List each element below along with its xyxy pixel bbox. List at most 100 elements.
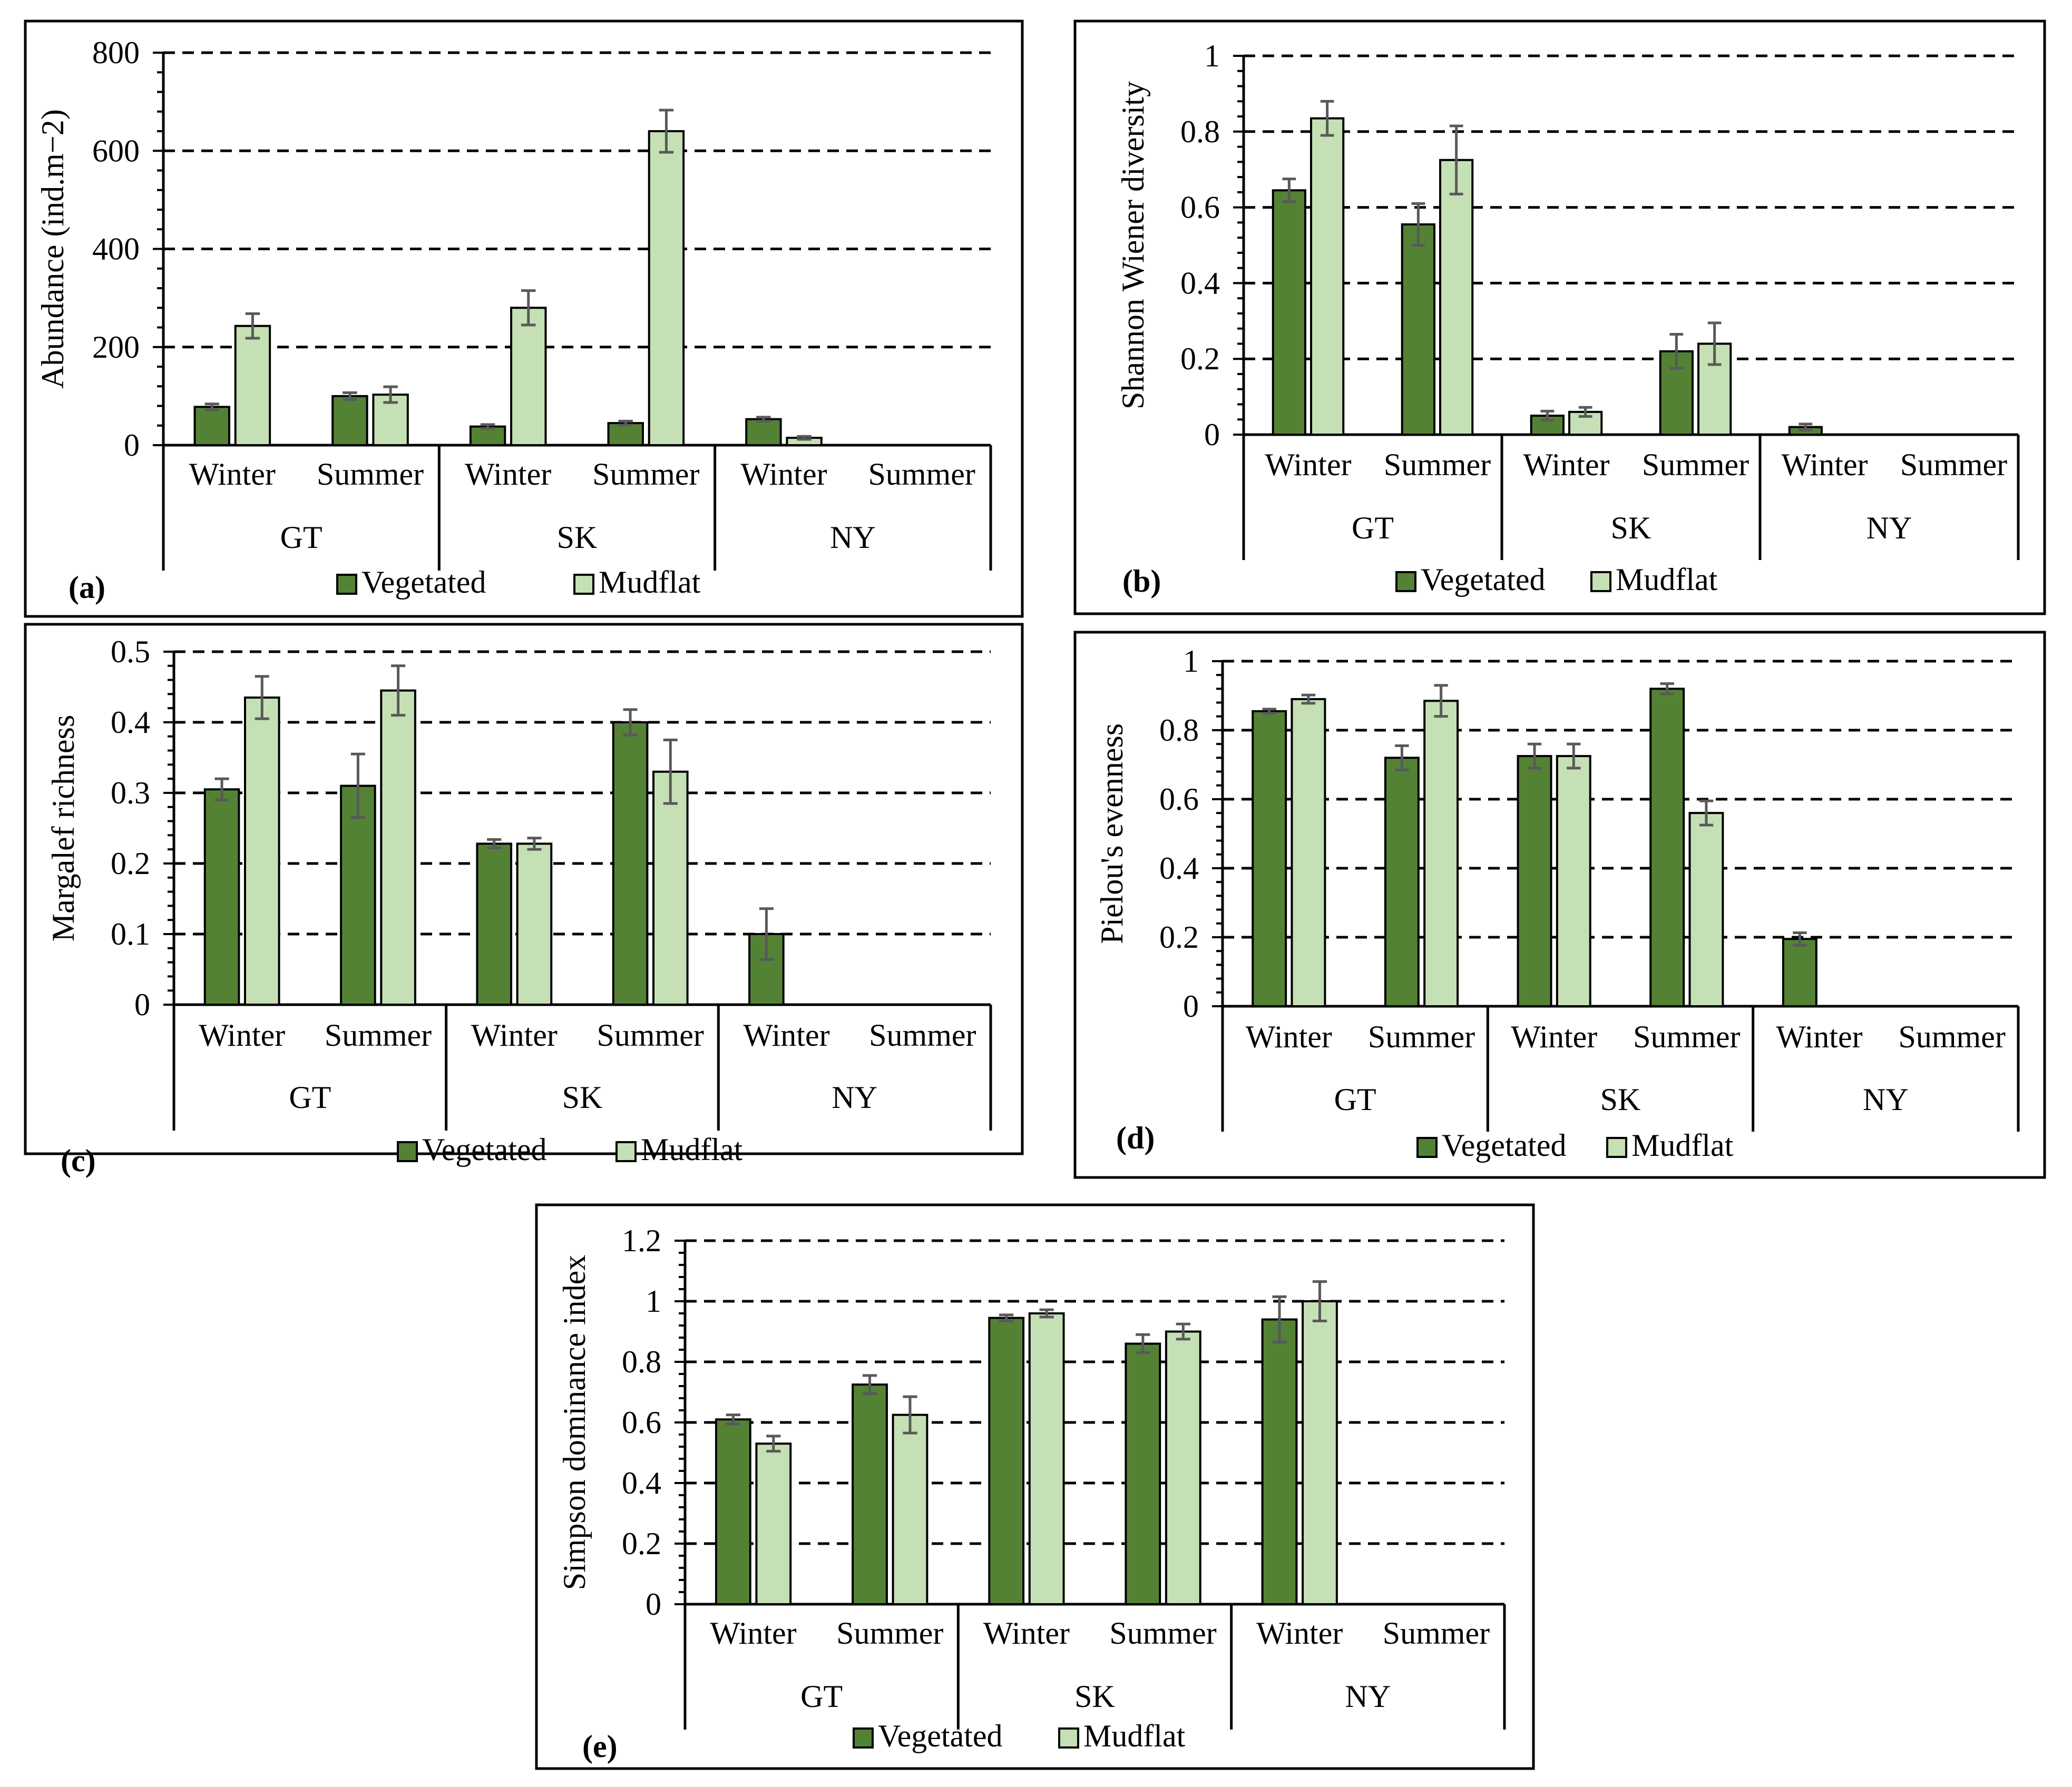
legend-swatch-mudflat: [573, 574, 594, 595]
y-axis-title: Abundance (ind.m−2): [35, 109, 70, 388]
y-tick-label: 1.2: [622, 1223, 661, 1258]
season-label: Summer: [1109, 1616, 1216, 1651]
season-label: Summer: [597, 1018, 704, 1053]
chart-panel-b: 0 0.2 0.4 0.6 0.8 1 Winter Summer Winter Summer Wi…: [1073, 19, 2046, 615]
legend-label-vegetated: Vegetated: [361, 565, 486, 600]
y-tick-label: 1: [1204, 38, 1220, 73]
panel-border: [24, 623, 1024, 1155]
y-tick-label: 0.5: [111, 634, 150, 669]
bar-vegetated-gt-summer: [1401, 223, 1435, 436]
y-tick-label: 0.4: [622, 1466, 661, 1500]
bar-mudflat-sk-winter: [516, 842, 553, 1006]
bar-vegetated-gt-winter: [193, 406, 230, 446]
season-label: Winter: [189, 457, 276, 492]
bar-mudflat-gt-winter: [243, 696, 280, 1006]
legend-swatch-mudflat: [1058, 1727, 1079, 1749]
y-tick-label: 600: [92, 133, 140, 168]
y-tick-label: 0: [124, 428, 140, 463]
season-label: Winter: [983, 1616, 1070, 1651]
y-tick-label: 0.1: [111, 917, 150, 951]
y-tick-label: 0: [646, 1587, 661, 1622]
y-tick-label: 0.6: [1180, 190, 1220, 225]
season-label: Winter: [1265, 447, 1351, 482]
bar-mudflat-gt-summer: [380, 689, 416, 1006]
legend-label-vegetated: Vegetated: [1421, 562, 1546, 597]
y-tick-label: 0: [1183, 989, 1199, 1024]
bar-mudflat-sk-winter: [510, 307, 547, 446]
legend-swatch-mudflat: [1590, 571, 1611, 592]
y-tick-label: 0.6: [1159, 782, 1199, 817]
season-label: Summer: [325, 1018, 432, 1053]
site-label: NY: [1863, 1082, 1909, 1117]
bar-vegetated-sk-winter: [988, 1317, 1025, 1605]
chart-panel-a: 0 200 400 600 800 Winter Summer Winter Summer Win…: [24, 19, 1024, 618]
season-label: Winter: [1511, 1019, 1597, 1054]
bar-vegetated-gt-summer: [331, 395, 368, 446]
season-label: Winter: [1246, 1019, 1332, 1054]
panel-border: [1073, 19, 2046, 615]
bar-mudflat-sk-summer: [652, 770, 689, 1006]
season-label: Summer: [869, 1018, 976, 1053]
panel-label: (d): [1116, 1121, 1155, 1155]
y-axis-title: Shannon Wiener diversity: [1116, 81, 1150, 409]
legend-swatch-vegetated: [336, 574, 357, 595]
y-tick-label: 0.4: [1180, 266, 1220, 300]
site-label: GT: [1352, 510, 1394, 545]
bar-vegetated-ny-winter: [748, 933, 785, 1006]
site-label: SK: [1074, 1679, 1115, 1714]
panel-label: (e): [582, 1729, 618, 1764]
y-tick-label: 0.8: [1180, 114, 1220, 149]
bar-vegetated-gt-winter: [1272, 189, 1306, 436]
bar-vegetated-ny-winter: [1261, 1318, 1298, 1605]
legend-swatch-mudflat: [1606, 1137, 1627, 1158]
legend-label-mudflat: Mudflat: [1616, 562, 1718, 597]
y-tick-label: 0.2: [1180, 341, 1220, 376]
site-label: SK: [557, 520, 598, 555]
bar-vegetated-gt-summer: [340, 784, 376, 1006]
bar-vegetated-gt-summer: [1384, 757, 1420, 1008]
bar-vegetated-sk-summer: [612, 721, 649, 1006]
bar-mudflat-sk-summer: [1688, 812, 1724, 1007]
y-tick-label: 0.2: [622, 1526, 661, 1561]
panel-border: [24, 19, 1024, 618]
site-label: NY: [830, 520, 876, 555]
legend-label-mudflat: Mudflat: [1083, 1719, 1186, 1753]
legend-swatch-mudflat: [615, 1141, 637, 1162]
season-label: Summer: [836, 1616, 943, 1651]
site-label: SK: [1611, 510, 1651, 545]
bar-mudflat-gt-winter: [234, 325, 271, 446]
y-tick-label: 0.2: [1159, 920, 1199, 955]
bar-vegetated-gt-summer: [852, 1383, 888, 1605]
bar-mudflat-gt-summer: [1423, 700, 1459, 1007]
y-axis-title: Simpson dominance index: [557, 1255, 592, 1590]
panel-label: (c): [61, 1143, 96, 1178]
site-label: GT: [1334, 1082, 1376, 1117]
legend-label-mudflat: Mudflat: [1631, 1128, 1734, 1163]
chart-panel-e: 0 0.2 0.4 0.6 0.8 1 1.2 Winter Summer Winter Summe…: [535, 1203, 1535, 1770]
season-label: Winter: [1776, 1019, 1862, 1054]
panel-border: [1073, 631, 2046, 1179]
bar-vegetated-sk-winter: [1517, 755, 1552, 1007]
y-tick-label: 0.6: [622, 1405, 661, 1440]
y-tick-label: 400: [92, 232, 140, 267]
y-tick-label: 0.2: [111, 846, 150, 881]
panel-border: [535, 1203, 1535, 1770]
bar-mudflat-ny-winter: [1302, 1300, 1338, 1605]
panel-label: (b): [1122, 564, 1161, 598]
season-label: Winter: [199, 1018, 285, 1053]
legend-swatch-vegetated: [1416, 1137, 1438, 1158]
bar-vegetated-ny-winter: [1782, 938, 1817, 1008]
legend-label-mudflat: Mudflat: [641, 1132, 743, 1167]
site-label: GT: [280, 520, 322, 555]
bar-mudflat-sk-summer: [648, 130, 685, 446]
legend-label-mudflat: Mudflat: [599, 565, 701, 600]
site-label: NY: [832, 1080, 877, 1115]
season-label: Summer: [592, 457, 699, 492]
y-tick-label: 1: [646, 1284, 661, 1319]
season-label: Summer: [1642, 447, 1749, 482]
bar-vegetated-sk-summer: [1125, 1342, 1161, 1605]
season-label: Winter: [1256, 1616, 1343, 1651]
legend-label-vegetated: Vegetated: [1442, 1128, 1567, 1163]
y-tick-label: 0.8: [622, 1344, 661, 1379]
